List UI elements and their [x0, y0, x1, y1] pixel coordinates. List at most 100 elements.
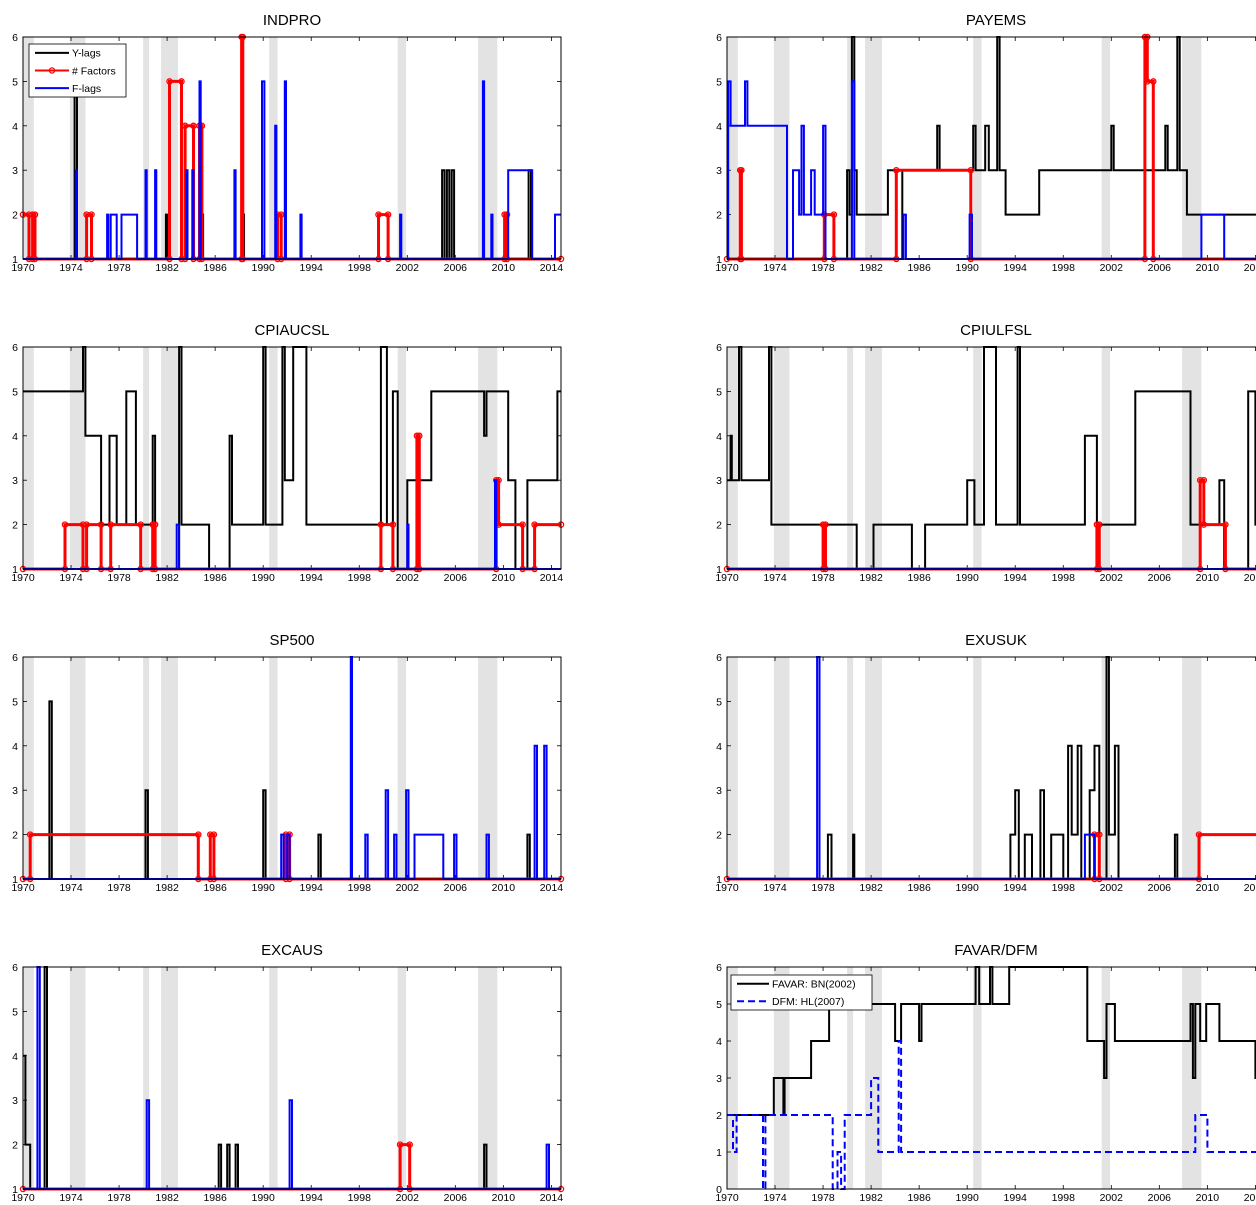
- y-tick-label: 5: [12, 696, 18, 708]
- factor-marker: [88, 211, 95, 218]
- x-tick-label: 2010: [492, 1192, 516, 1204]
- factor-marker: [1093, 521, 1101, 528]
- panel-cpiulfsl: CPIULFSL 1970 1974 1978 1982 1986 1990 1994 1998…: [715, 322, 1256, 584]
- plot-frame: [726, 346, 1256, 570]
- factor-marker: [178, 78, 185, 85]
- x-tick-label: 2002: [396, 572, 420, 584]
- x-tick-label: 1974: [763, 572, 787, 584]
- recession-band: [269, 37, 278, 259]
- plot-area: [23, 347, 561, 569]
- y-tick-label: 3: [12, 785, 18, 797]
- factor-marker: [377, 521, 385, 528]
- x-tick-label: 1986: [907, 1192, 931, 1204]
- x-tick-label: 1970: [11, 882, 35, 894]
- y-tick-label: 4: [716, 1036, 722, 1048]
- x-tick-label: 1990: [955, 882, 979, 894]
- y-tick-label: 2: [716, 1110, 722, 1122]
- x-tick-label: 2006: [444, 882, 468, 894]
- y-tick-label: 3: [716, 475, 722, 487]
- x-tick-label: 1982: [155, 262, 179, 274]
- factor-marker: [83, 521, 90, 528]
- factor-marker: [181, 122, 189, 130]
- recession-band: [1182, 347, 1202, 569]
- legend-label: F-lags: [72, 83, 101, 95]
- factor-marker: [207, 831, 214, 838]
- recession-band: [773, 37, 790, 259]
- x-tick-label: 1994: [1004, 262, 1028, 274]
- factor-marker: [190, 122, 197, 130]
- recession-band: [973, 37, 982, 259]
- legend: FAVAR: BN(2002) DFM: HL(2007): [730, 974, 873, 1011]
- panel-title: EXUSUK: [965, 632, 1027, 649]
- panel-title: EXCAUS: [261, 942, 323, 959]
- factor-marker: [210, 831, 218, 838]
- factor-marker: [149, 521, 156, 528]
- legend-label: # Factors: [72, 65, 116, 77]
- x-tick-label: 2014: [1244, 1192, 1256, 1204]
- y-tick-label: 6: [12, 32, 18, 44]
- series-line-y-lags: [23, 700, 561, 880]
- recession-band: [161, 347, 178, 569]
- x-tick-label: 2006: [444, 1192, 468, 1204]
- recession-band: [847, 967, 854, 1189]
- plot-area: [727, 347, 1256, 569]
- y-tick-label: 5: [716, 76, 722, 88]
- y-tick-label: 2: [12, 210, 18, 222]
- plot-area: [727, 657, 1256, 879]
- legend: Y-lags # Factors F-lags: [28, 43, 127, 98]
- x-tick-label: 2014: [1244, 882, 1256, 894]
- factor-marker: [1200, 521, 1208, 528]
- factor-marker: [26, 831, 34, 838]
- x-tick-label: 1986: [203, 882, 227, 894]
- x-tick-label: 1974: [763, 262, 787, 274]
- y-tick-label: 4: [12, 431, 18, 443]
- y-tick-label: 5: [12, 1006, 18, 1018]
- factor-marker: [79, 521, 87, 528]
- y-tick-label: 4: [716, 121, 722, 133]
- y-tick-label: 6: [716, 652, 722, 664]
- x-tick-label: 1978: [811, 882, 835, 894]
- panel-cpiaucsl: CPIAUCSL 1970 1974 1978 1982 1986 1990 1994 1998…: [11, 322, 565, 584]
- series-line--factors: [727, 35, 1256, 261]
- recession-band: [143, 967, 150, 1189]
- x-tick-label: 2014: [540, 1192, 564, 1204]
- series-line-f-lags: [727, 80, 1256, 260]
- x-tick-label: 1970: [715, 1192, 739, 1204]
- factor-marker: [1144, 78, 1151, 85]
- x-tick-label: 2002: [1100, 572, 1124, 584]
- x-tick-label: 1998: [1052, 1192, 1076, 1204]
- recession-band: [269, 657, 278, 879]
- recession-band: [773, 347, 790, 569]
- x-tick-label: 2014: [1244, 262, 1256, 274]
- series-line-f-lags: [23, 479, 561, 570]
- plot-frame: [726, 36, 1256, 260]
- factor-marker: [406, 1141, 413, 1148]
- factor-marker: [819, 521, 827, 528]
- legend-label: Y-lags: [72, 48, 101, 60]
- x-tick-label: 1982: [859, 882, 883, 894]
- recession-band: [773, 657, 790, 879]
- recession-band: [23, 347, 34, 569]
- y-tick-label: 3: [716, 165, 722, 177]
- x-tick-label: 1978: [811, 572, 835, 584]
- x-tick-label: 1970: [11, 572, 35, 584]
- panel-title: CPIULFSL: [960, 322, 1032, 339]
- factor-marker: [830, 211, 838, 218]
- panel-indpro: INDPRO 1970 1974 1978 1982 1986 1990 1994 1998 20…: [11, 12, 565, 274]
- y-tick-label: 1: [12, 564, 18, 576]
- panel-title: CPIAUCSL: [254, 322, 329, 339]
- x-tick-label: 1986: [203, 262, 227, 274]
- x-tick-label: 1986: [907, 882, 931, 894]
- panel-favar-dfm: FAVAR/DFM 1970 1974 1978 1982 1986 1990 1994 199…: [715, 942, 1256, 1204]
- y-tick-label: 3: [12, 1095, 18, 1107]
- x-tick-label: 1974: [59, 262, 83, 274]
- x-tick-label: 2006: [1148, 572, 1172, 584]
- x-tick-label: 1974: [763, 1192, 787, 1204]
- factor-marker: [519, 521, 526, 528]
- x-tick-label: 1994: [1004, 572, 1028, 584]
- factor-marker: [389, 521, 397, 528]
- recession-band: [1182, 37, 1202, 259]
- plot-frame: [22, 36, 562, 260]
- legend-label: FAVAR: BN(2002): [772, 979, 856, 991]
- series-line-favar-bn-2002-: [727, 966, 1256, 1116]
